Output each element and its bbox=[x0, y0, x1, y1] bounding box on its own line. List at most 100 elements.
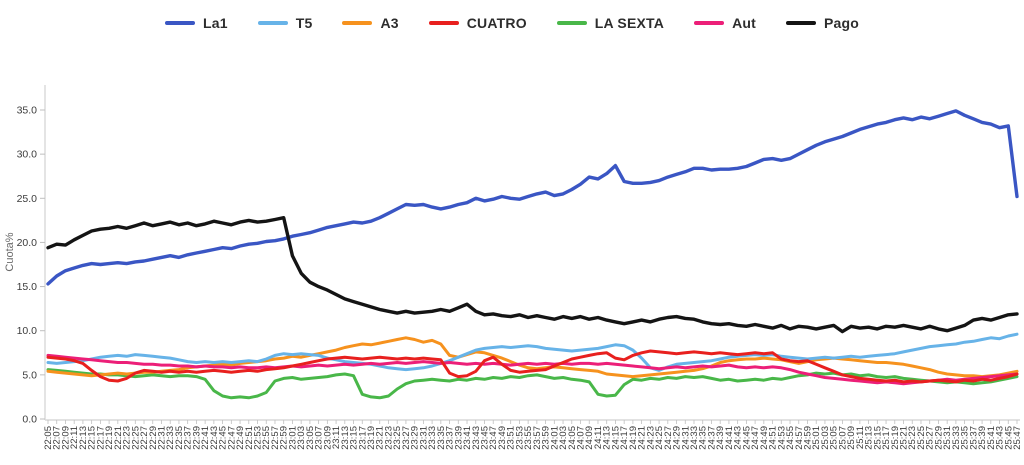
x-tick-label: 23:05 bbox=[305, 426, 316, 450]
x-tick-label: 25:33 bbox=[951, 426, 962, 450]
x-tick-label: 23:25 bbox=[392, 426, 403, 450]
x-tick-label: 24:23 bbox=[645, 426, 656, 450]
x-tick-label: 22:47 bbox=[226, 426, 237, 450]
line-pago bbox=[46, 215, 1019, 334]
x-tick-label: 23:55 bbox=[523, 426, 534, 450]
x-tick-label: 23:29 bbox=[410, 426, 421, 450]
legend-swatch-t5 bbox=[257, 21, 288, 25]
legend-label-a3: A3 bbox=[380, 15, 399, 31]
y-tick-label: 15.0 bbox=[17, 281, 38, 293]
x-tick-label: 24:39 bbox=[715, 426, 726, 450]
x-tick-label: 25:17 bbox=[881, 426, 892, 450]
legend-item-cuatro: CUATRO bbox=[428, 15, 527, 31]
x-tick-label: 24:33 bbox=[689, 426, 700, 450]
x-tick-label: 24:55 bbox=[785, 426, 796, 450]
legend-label-t5: T5 bbox=[295, 15, 313, 31]
x-tick-label: 25:03 bbox=[820, 426, 831, 450]
x-tick-label: 22:51 bbox=[244, 426, 255, 450]
x-tick-label: 23:03 bbox=[296, 426, 307, 450]
legend-label-la1: La1 bbox=[202, 15, 228, 31]
line-t5 bbox=[46, 332, 1019, 372]
legend-item-a3: A3 bbox=[342, 15, 399, 31]
x-tick-label: 25:07 bbox=[837, 426, 848, 450]
x-tick-label: 23:47 bbox=[488, 426, 499, 450]
y-tick-label: 35.0 bbox=[17, 105, 38, 117]
x-tick-label: 24:57 bbox=[794, 426, 805, 450]
legend-label-pago: Pago bbox=[824, 15, 860, 31]
x-tick-label: 25:45 bbox=[1003, 426, 1014, 450]
x-tick-label: 24:49 bbox=[759, 426, 770, 450]
x-tick-label: 24:09 bbox=[584, 426, 595, 450]
x-tick-label: 23:27 bbox=[401, 426, 412, 450]
x-tick-label: 25:13 bbox=[864, 426, 875, 450]
x-tick-label: 23:51 bbox=[506, 426, 517, 450]
x-tick-label: 22:35 bbox=[174, 426, 185, 450]
y-tick-label: 0.0 bbox=[22, 414, 37, 426]
x-tick-label: 22:25 bbox=[130, 426, 141, 450]
x-tick-label: 24:17 bbox=[619, 426, 630, 450]
legend-swatch-la1 bbox=[164, 21, 195, 25]
x-tick-label: 23:41 bbox=[462, 426, 473, 450]
x-tick-label: 23:35 bbox=[436, 426, 447, 450]
legend-label-aut: Aut bbox=[732, 15, 756, 31]
chart-legend: La1 T5 A3 CUATRO LA SEXTA Aut Pago bbox=[0, 10, 1024, 36]
x-tick-label: 24:59 bbox=[802, 426, 813, 450]
x-tick-label: 22:53 bbox=[253, 426, 264, 450]
x-tick-label: 25:43 bbox=[995, 426, 1006, 450]
line-aut bbox=[46, 353, 1019, 386]
line-la-sexta bbox=[46, 368, 1019, 400]
x-tick-label: 24:15 bbox=[610, 426, 621, 450]
x-tick-label: 25:11 bbox=[855, 426, 866, 449]
legend-swatch-pago bbox=[786, 21, 816, 25]
x-tick-label: 23:01 bbox=[287, 426, 298, 450]
x-tick-label: 24:47 bbox=[750, 426, 761, 450]
x-tick-label: 24:11 bbox=[593, 426, 604, 449]
x-tick-label: 24:29 bbox=[672, 426, 683, 450]
x-tick-label: 22:09 bbox=[60, 426, 71, 450]
x-tick-label: 22:15 bbox=[87, 426, 98, 450]
x-tick-label: 23:07 bbox=[314, 426, 325, 450]
x-tick-label: 22:19 bbox=[104, 426, 115, 450]
x-tick-label: 24:43 bbox=[733, 426, 744, 450]
legend-label-cuatro: CUATRO bbox=[466, 15, 527, 31]
x-tick-label: 22:41 bbox=[200, 426, 211, 450]
x-tick-label: 23:39 bbox=[453, 426, 464, 450]
x-tick-label: 24:01 bbox=[549, 426, 560, 450]
line-cuatro bbox=[46, 349, 1019, 384]
x-tick-label: 22:07 bbox=[52, 426, 63, 450]
x-tick-label: 22:05 bbox=[43, 426, 54, 450]
y-axis-title: Cuota% bbox=[4, 232, 16, 271]
x-tick-label: 22:31 bbox=[156, 426, 167, 450]
x-tick-label: 24:37 bbox=[706, 426, 717, 450]
x-tick-label: 22:17 bbox=[95, 426, 106, 450]
x-tick-label: 25:15 bbox=[872, 426, 883, 450]
x-tick-label: 22:45 bbox=[218, 426, 229, 450]
x-tick-label: 25:39 bbox=[977, 426, 988, 450]
x-tick-label: 22:29 bbox=[148, 426, 159, 450]
x-tick-label: 25:35 bbox=[960, 426, 971, 450]
x-tick-label: 22:49 bbox=[235, 426, 246, 450]
x-tick-label: 24:53 bbox=[776, 426, 787, 450]
legend-label-la-sexta: LA SEXTA bbox=[594, 15, 665, 31]
x-tick-label: 24:35 bbox=[698, 426, 709, 450]
x-tick-label: 23:31 bbox=[418, 426, 429, 450]
x-tick-label: 25:09 bbox=[846, 426, 857, 450]
x-tick-label: 24:41 bbox=[724, 426, 735, 450]
x-tick-label: 25:23 bbox=[907, 426, 918, 450]
legend-item-pago: Pago bbox=[786, 15, 859, 31]
x-tick-label: 23:15 bbox=[349, 426, 360, 450]
x-tick-label: 23:13 bbox=[340, 426, 351, 450]
x-tick-label: 24:51 bbox=[768, 426, 779, 450]
x-tick-label: 23:43 bbox=[471, 426, 482, 450]
x-tick-label: 22:37 bbox=[183, 426, 194, 450]
y-tick-label: 10.0 bbox=[17, 325, 38, 337]
x-tick-label: 25:29 bbox=[933, 426, 944, 450]
x-tick-label: 22:57 bbox=[270, 426, 281, 450]
x-tick-label: 23:17 bbox=[357, 426, 368, 450]
x-tick-label: 23:09 bbox=[322, 426, 333, 450]
x-tick-label: 25:19 bbox=[890, 426, 901, 450]
x-tick-label: 23:45 bbox=[479, 426, 490, 450]
x-tick-label: 23:59 bbox=[541, 426, 552, 450]
